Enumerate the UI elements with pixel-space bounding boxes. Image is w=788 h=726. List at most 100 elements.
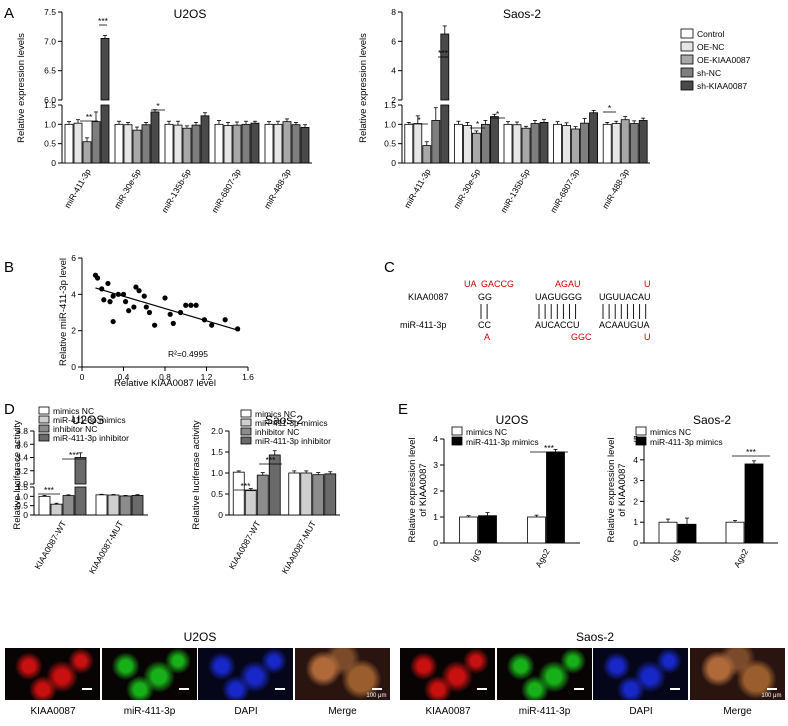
microscopy-caption: KIAA0087 [30, 706, 76, 717]
x-tick-label: 0.4 [118, 372, 130, 382]
y-axis-label: of KIAA0087 [617, 463, 628, 516]
r-squared: R²=0.4995 [168, 349, 208, 359]
legend-entry: inhibitor NC [53, 424, 97, 434]
y-axis-label: Relative miR-411-3p level [58, 258, 69, 366]
scale-label: 100 μm [761, 693, 782, 699]
bar [74, 457, 87, 485]
y-tick-label: 2 [633, 496, 638, 506]
bar [64, 123, 74, 164]
legend-entry: Control [697, 29, 725, 39]
legend-entry: mimics NC [255, 409, 296, 419]
microscopy-caption: miR-411-3p [123, 706, 176, 717]
bar [413, 123, 423, 164]
y-tick-label: 0.5 [44, 139, 56, 149]
y-axis-label: Relative luciferace activity [12, 420, 23, 530]
legend-entry: inhibitor NC [255, 427, 299, 437]
legend-entry: OE-KIAA0087 [697, 55, 751, 65]
legend-swatch [451, 436, 463, 446]
legend-entry: sh-KIAA0087 [697, 81, 747, 91]
y-tick-label: 0.5 [211, 489, 223, 499]
y-axis-label: Relative expression levels [16, 33, 27, 143]
bar [440, 104, 450, 164]
legend-swatch [680, 41, 694, 52]
chart-title: Saos-2 [693, 413, 731, 427]
bar [74, 486, 87, 516]
bar [440, 33, 450, 101]
seq-top: GG [478, 292, 492, 302]
legend-swatch [38, 406, 50, 415]
significance-mark: *** [438, 48, 449, 58]
microscopy-title: U2OS [183, 630, 217, 644]
bar [620, 119, 630, 164]
x-tick-label: miR-411-3p [402, 167, 433, 210]
scale-bar [573, 688, 584, 690]
y-tick-label: 2 [433, 486, 438, 496]
bar [602, 123, 612, 164]
legend-entry: miR-411-3p mimics [255, 418, 328, 428]
y-tick-label: 0 [71, 362, 76, 372]
scatter-point [162, 295, 168, 301]
y-tick-label: 2 [391, 95, 396, 105]
bar [282, 121, 292, 164]
y-tick-label: 0 [391, 158, 396, 168]
significance-mark: * [476, 119, 480, 129]
y-tick-label: 7.5 [44, 7, 56, 17]
legend-swatch [240, 436, 252, 445]
bar [459, 516, 478, 544]
bar [141, 124, 151, 164]
bar [273, 123, 283, 164]
legend-swatch [635, 426, 647, 436]
y-axis-label: Relative expression level [407, 437, 418, 542]
scatter-point [188, 302, 194, 308]
scatter-point [122, 299, 129, 305]
y-tick-label: 7.0 [44, 36, 56, 46]
y-tick-label: 3.8 [16, 426, 28, 436]
scatter-point [105, 280, 111, 287]
scatter-point [193, 302, 199, 308]
y-tick-label: 0 [633, 538, 638, 548]
scatter-point [110, 318, 116, 325]
scale-label: 100 μm [366, 693, 387, 699]
scale-bar [82, 688, 92, 690]
y-tick-label: 1 [633, 517, 638, 527]
panel-letter-e: E [398, 401, 408, 418]
chart-title: U2OS [72, 413, 105, 427]
microscopy-tile: 100 μm [689, 648, 785, 700]
legend-swatch [38, 424, 50, 433]
chart-title: Saos-2 [503, 7, 541, 21]
bar [530, 123, 540, 164]
bar [571, 128, 580, 164]
bar [300, 472, 313, 516]
bar [264, 123, 274, 164]
bar [521, 127, 531, 164]
y-tick-label: 3 [633, 476, 638, 486]
bar [478, 515, 497, 544]
scatter-point [133, 284, 139, 290]
scale-bar [670, 688, 680, 690]
y-axis-label: Relative expression levels [358, 33, 369, 143]
bar [132, 129, 142, 164]
x-tick-label: KIAA0087-WT [227, 519, 263, 571]
legend-swatch [240, 418, 252, 427]
gene-label: KIAA0087 [408, 292, 449, 302]
bar [62, 495, 75, 516]
y-tick-label: 1 [433, 512, 438, 522]
y-axis-label: of KIAA0087 [418, 463, 429, 516]
bar [539, 122, 549, 164]
panel-letter-a: A [4, 5, 14, 22]
legend-swatch [680, 54, 694, 65]
bar [244, 490, 257, 516]
mismatch-top: U [644, 279, 651, 289]
y-tick-label: 2 [71, 326, 76, 336]
mismatch-top: UA [464, 279, 477, 289]
x-tick-label: 0 [80, 372, 85, 382]
significance-mark: *** [266, 455, 277, 465]
mismatch-bottom: GGC [571, 332, 592, 342]
bar [256, 474, 269, 516]
bar [324, 473, 337, 516]
microscopy-tile [198, 648, 293, 700]
bar [422, 145, 432, 164]
bar [725, 521, 745, 544]
